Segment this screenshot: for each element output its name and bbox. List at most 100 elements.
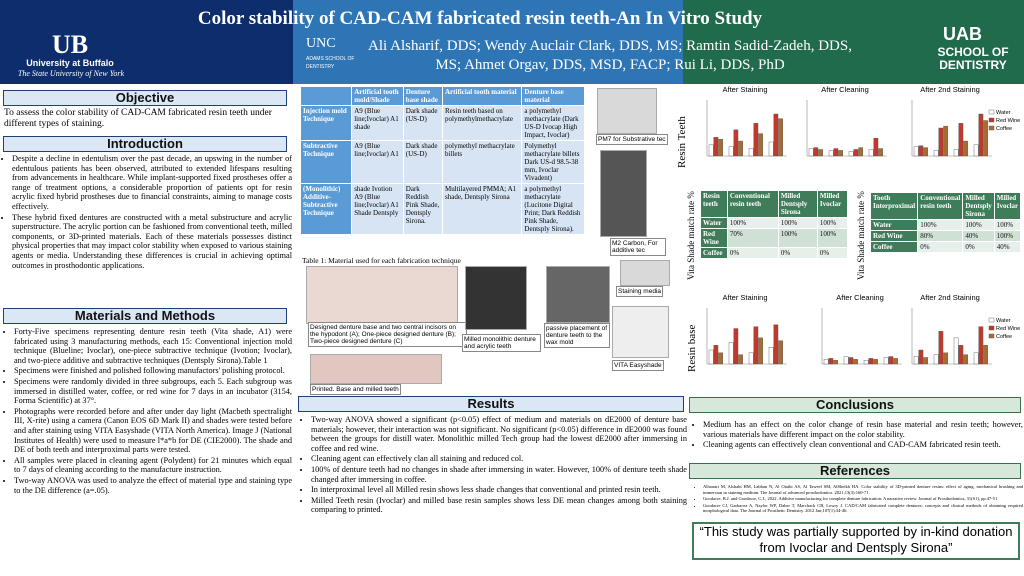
bar: [838, 150, 843, 157]
table-cell: Multilayered PMMA; A1 shade, Dentsply Si…: [441, 183, 523, 235]
bar: [828, 358, 834, 365]
bar: [873, 138, 879, 157]
table-cell: 100%: [777, 217, 818, 229]
table-row: Coffee 0% 0% 0%: [700, 247, 849, 259]
table-header: Milled Ivoclar: [816, 190, 849, 218]
bar: [733, 129, 739, 157]
logo-sub: The State University of New York: [17, 69, 125, 78]
bar: [713, 345, 719, 365]
table-row: Artificial tooth mold/Shade Denture base …: [299, 86, 585, 106]
table-cell: 80%: [917, 230, 964, 242]
table-cell: 100%: [917, 219, 964, 231]
table-header: Denture base material: [521, 86, 585, 106]
photo: [465, 266, 527, 330]
chart-title: After Staining: [722, 86, 767, 94]
logo-mark: UAB: [943, 24, 982, 44]
list-item: All samples were placed in cleaning agen…: [14, 456, 292, 475]
bar: [943, 352, 948, 365]
table-cell: Resin teeth based on polymethylmethacryl…: [441, 105, 523, 141]
legend-label: Water: [996, 110, 1011, 116]
side-label: Vita Shade match rate %: [686, 191, 696, 280]
bar: [943, 125, 948, 157]
logo-sub: SCHOOL OF DENTISTRY: [937, 45, 1009, 72]
table-cell: 40%: [993, 241, 1022, 253]
legend-label: Red Wine: [996, 118, 1020, 124]
bar: [728, 146, 734, 157]
list-item: Goodacre CJ, Garbacea A, Naylor WP, Dahe…: [703, 503, 1023, 514]
caption: M2 Carbon, For additive tec: [610, 238, 666, 256]
table-header: Milled Dentsply Sirona: [777, 190, 818, 218]
bar: [753, 326, 759, 365]
table-cell: 0%: [816, 247, 849, 259]
bar: [868, 358, 874, 365]
table-row: Red Wine 70% 100% 100%: [700, 228, 849, 248]
legend-swatch: [988, 325, 995, 331]
table-cell: Dark Reddish Pink Shade, Dentsply Sirona…: [402, 183, 444, 235]
bar: [938, 127, 944, 157]
photo: [620, 260, 670, 286]
logo-mark: UNC: [306, 36, 336, 51]
bar: [913, 146, 919, 157]
list-item: Despite a decline in edentulism over the…: [12, 154, 292, 212]
legend-swatch: [988, 333, 995, 339]
table-caption: Table 1: Material used for each fabricat…: [302, 256, 461, 265]
legend-swatch: [988, 117, 995, 123]
bar: [718, 352, 723, 365]
bar: [808, 148, 814, 157]
table-cell: Dark shade (US-D): [402, 140, 444, 184]
legend-label: Water: [996, 318, 1011, 324]
table-cell: shade Ivotion A9 (Blue line;Ivoclar) A1 …: [351, 183, 404, 235]
bar: [923, 147, 928, 157]
acknowledgement: “This study was partially supported by i…: [692, 522, 1020, 560]
table-cell: a polymethyl methacrylate (Lucitone Digi…: [521, 183, 585, 235]
bar: [913, 356, 919, 365]
logo-sub: ADAMS SCHOOL OF DENTISTRY: [306, 56, 355, 70]
table-row: Water 100% 100% 100%: [869, 219, 1022, 231]
caption: Milled monolithic denture and acrylic te…: [462, 334, 541, 352]
title: Color stability of CAD-CAM fabricated re…: [197, 8, 763, 29]
legend-label: Red Wine: [996, 326, 1020, 332]
table-row: Coffee 0% 0% 40%: [869, 241, 1022, 253]
bar: [768, 347, 774, 365]
table-row: Injection mold Technique A9 (Blue line;Iv…: [299, 105, 585, 141]
bar-chart: After 2nd Staining: [911, 294, 992, 365]
teeth-table: Resin teeth Conventional resin teeth Mille…: [700, 190, 849, 259]
bar: [933, 354, 939, 365]
table-row: Subtractive Technique A9 (Blue line;Ivocl…: [299, 140, 585, 184]
bar: [973, 352, 979, 365]
bar: [718, 139, 723, 157]
table-cell: 0%: [917, 241, 964, 253]
row-header: Subtractive Technique: [299, 140, 353, 184]
logo-name: University at Buffalo: [26, 58, 114, 68]
list-item: Cleaning agents can effectively clean co…: [703, 440, 1023, 450]
bar: [918, 145, 924, 157]
table-row: Red Wine 80% 40% 100%: [869, 230, 1022, 242]
bar-chart: After Staining: [706, 86, 787, 157]
table-cell: 0%: [962, 241, 995, 253]
bar: [778, 118, 783, 157]
bar: [933, 150, 939, 157]
caption: Staining media: [616, 286, 663, 297]
bullet-list: Despite a decline in edentulism over the…: [3, 154, 292, 271]
bar: [963, 354, 968, 365]
table-row: Resin teeth Conventional resin teeth Mille…: [700, 190, 849, 218]
caption: passive placement of denture teeth to th…: [544, 323, 610, 348]
list-item: These hybrid fixed dentures are construc…: [12, 213, 292, 271]
bar: [738, 140, 743, 157]
legend-swatch: [988, 317, 995, 323]
bar: [983, 120, 988, 157]
table-cell: Polymethyl methacrylate billets Dark US-…: [521, 140, 585, 184]
table-header: Milled Dentsply Sirona: [962, 192, 995, 220]
table-cell: 100%: [816, 217, 849, 229]
section-heading: Objective: [3, 90, 287, 106]
caption: VITA Easyshade: [612, 360, 664, 371]
legend-label: Coffee: [996, 334, 1012, 340]
bar: [918, 349, 924, 365]
table-header: Artificial tooth material: [441, 86, 523, 106]
list-item: Forty-Five specimens representing dentur…: [14, 327, 292, 365]
bar: [853, 149, 859, 157]
bar: [738, 354, 743, 365]
logo-mark: UB: [51, 30, 89, 59]
bar: [878, 148, 883, 157]
